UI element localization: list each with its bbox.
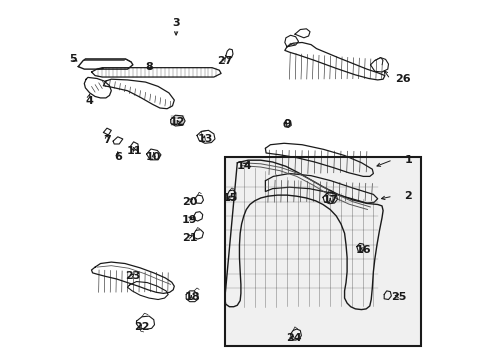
Text: 18: 18 (184, 292, 200, 302)
Text: 9: 9 (283, 119, 291, 129)
Text: 16: 16 (355, 245, 370, 255)
Text: 13: 13 (197, 134, 212, 144)
Text: 19: 19 (182, 215, 197, 225)
Text: 2: 2 (404, 191, 411, 201)
Text: 17: 17 (323, 195, 338, 205)
Text: 21: 21 (182, 233, 197, 243)
Text: 11: 11 (127, 146, 142, 156)
Text: 10: 10 (146, 152, 161, 162)
Text: 3: 3 (172, 18, 180, 28)
Text: 5: 5 (70, 54, 77, 64)
Text: 8: 8 (145, 62, 153, 72)
Bar (224, 157, 420, 346)
Text: 15: 15 (222, 193, 237, 203)
Text: 7: 7 (103, 135, 111, 145)
Text: 12: 12 (170, 117, 185, 127)
Text: 1: 1 (404, 155, 411, 165)
Text: 25: 25 (391, 292, 406, 302)
Text: 14: 14 (236, 161, 252, 171)
Text: 26: 26 (394, 74, 410, 84)
Text: 24: 24 (286, 333, 302, 343)
Text: 6: 6 (114, 152, 122, 162)
Text: 27: 27 (217, 56, 232, 66)
Text: 20: 20 (182, 197, 197, 207)
Text: 23: 23 (125, 271, 141, 282)
Text: 4: 4 (85, 96, 93, 106)
Text: 22: 22 (134, 322, 149, 332)
